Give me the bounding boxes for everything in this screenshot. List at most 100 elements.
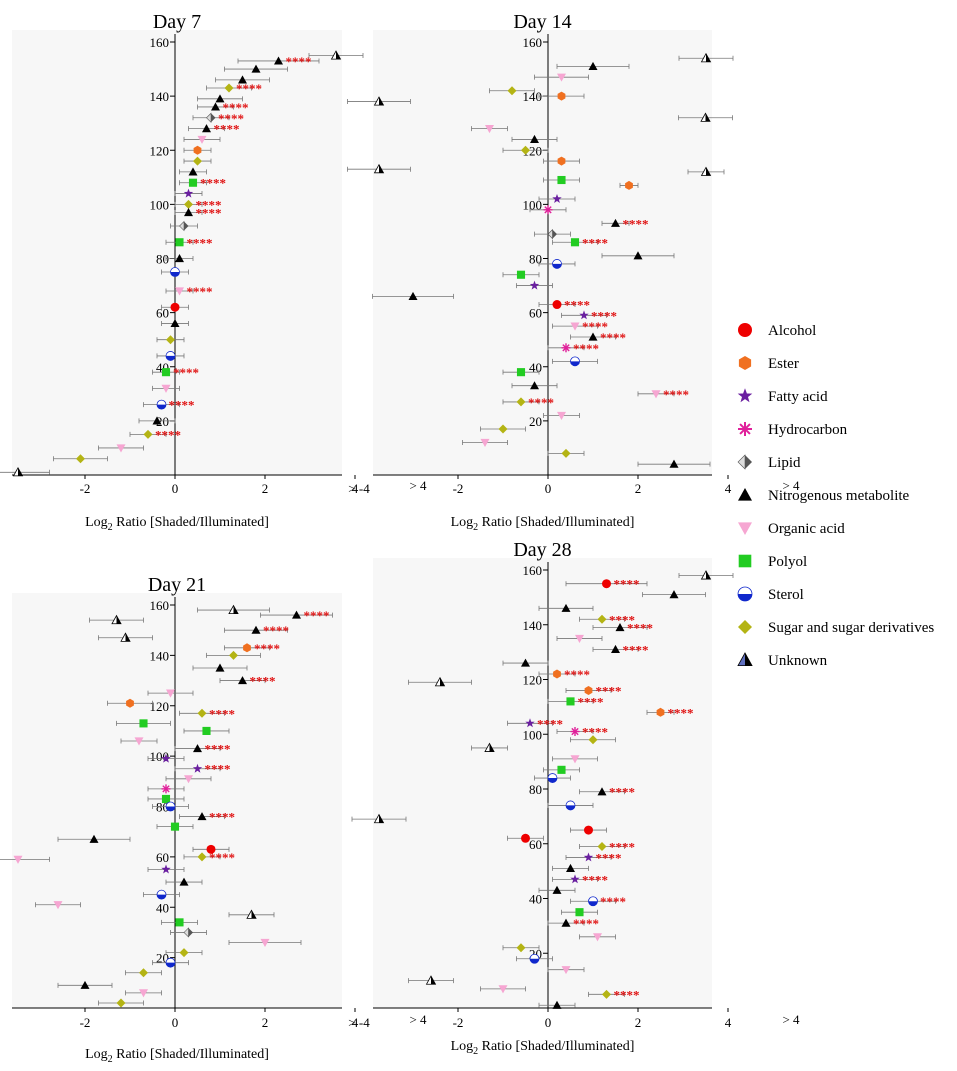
marker-nitrogenous-metabolite [561, 603, 571, 612]
significance-label: **** [582, 235, 608, 250]
data-point [165, 254, 194, 263]
x-tick-label: 2 [262, 481, 269, 496]
data-point [147, 864, 185, 874]
marker-polyol [175, 918, 184, 927]
legend-label: Hydrocarbon [768, 422, 848, 438]
chart-title: Day 14 [513, 11, 571, 33]
plot-area [373, 30, 712, 475]
data-point: **** [579, 785, 635, 800]
marker-nitrogenous-metabolite [152, 416, 162, 425]
marker-sterol [552, 259, 562, 269]
data-point [516, 953, 553, 964]
marker-nitrogenous-metabolite [251, 625, 261, 634]
significance-label: **** [578, 694, 604, 709]
marker-polyol [570, 238, 580, 247]
marker-alcohol [552, 300, 562, 310]
x-tick-label: 4 [352, 1015, 359, 1030]
data-point: **** [179, 810, 235, 825]
marker-ester [557, 156, 566, 166]
significance-label: **** [196, 205, 222, 220]
marker-nitrogenous-metabolite [89, 834, 99, 843]
data-point [502, 270, 540, 279]
data-point [678, 112, 733, 122]
legend-item: Sterol [737, 586, 804, 603]
marker-sugar-and-sugar-derivatives [197, 852, 207, 862]
data-point [678, 570, 734, 580]
data-point [347, 96, 411, 106]
data-point [543, 156, 580, 166]
legend-item: Alcohol [738, 323, 816, 339]
marker-alcohol [584, 825, 593, 835]
marker-organic-acid [13, 855, 23, 864]
data-point [197, 94, 243, 103]
marker-hydrocarbon [561, 343, 571, 353]
marker-nitrogenous-metabolite [197, 812, 207, 821]
significance-label: **** [286, 54, 312, 69]
marker-nitrogenous-metabolite [80, 980, 90, 989]
data-point [179, 167, 207, 176]
marker-sugar-and-sugar-derivatives [597, 841, 607, 851]
marker-ester [243, 643, 251, 653]
marker-sugar-and-sugar-derivatives [561, 448, 571, 458]
marker-nitrogenous-metabolite [251, 64, 261, 73]
marker-sugar-and-sugar-derivatives [602, 989, 611, 999]
data-point [138, 416, 176, 425]
marker-polyol [516, 368, 526, 377]
data-point [547, 800, 594, 811]
data-point [507, 833, 544, 843]
data-point [511, 381, 558, 390]
significance-label: **** [609, 785, 635, 800]
marker-sugar-and-sugar-derivatives [516, 397, 526, 407]
data-point [372, 291, 454, 300]
significance-label: **** [627, 620, 653, 635]
data-point [152, 384, 180, 393]
marker-lipid [179, 220, 189, 232]
marker-nitrogenous-metabolite [238, 75, 247, 84]
blue-half-circle-icon [737, 586, 753, 602]
data-point [534, 773, 571, 783]
y-tick-label: 100 [523, 727, 543, 742]
x-tick-label: 4 [725, 481, 732, 496]
significance-label: **** [263, 623, 289, 638]
marker-fatty-acid [161, 753, 171, 763]
data-point [0, 466, 50, 477]
marker-ester [656, 707, 665, 717]
legend-label: Sterol [768, 587, 804, 603]
data-point: **** [174, 205, 222, 220]
data-point: **** [561, 308, 617, 323]
data-point [561, 908, 598, 917]
significance-label: **** [609, 612, 635, 627]
data-point [161, 318, 189, 328]
data-point [351, 813, 407, 824]
data-point [462, 438, 508, 448]
significance-label: **** [187, 284, 213, 299]
marker-nitrogenous-metabolite [274, 56, 283, 65]
marker-nitrogenous-metabolite [597, 787, 607, 796]
marker-nitrogenous-metabolite [215, 94, 225, 103]
legend-label: Unknown [768, 653, 828, 669]
marker-organic-acid [570, 322, 580, 331]
marker-sugar-and-sugar-derivatives [143, 429, 153, 439]
data-point [516, 280, 553, 290]
marker-sterol [170, 267, 180, 277]
legend-label: Sugar and sugar derivatives [768, 620, 934, 636]
data-point: **** [174, 742, 231, 757]
significance-label: **** [537, 716, 563, 731]
data-point: **** [547, 916, 599, 931]
data-point [547, 448, 585, 458]
data-point: **** [165, 284, 213, 299]
data-point [308, 50, 364, 60]
marker-polyol [188, 178, 198, 187]
significance-label: **** [205, 742, 231, 757]
y-tick-label: 20 [529, 414, 542, 429]
significance-label: **** [223, 100, 249, 115]
data-point [165, 877, 203, 886]
marker-fatty-acid [579, 310, 589, 320]
data-point [183, 156, 212, 166]
significance-label: **** [614, 987, 640, 1002]
x-tick-label: 0 [172, 1015, 179, 1030]
data-point [161, 267, 189, 277]
